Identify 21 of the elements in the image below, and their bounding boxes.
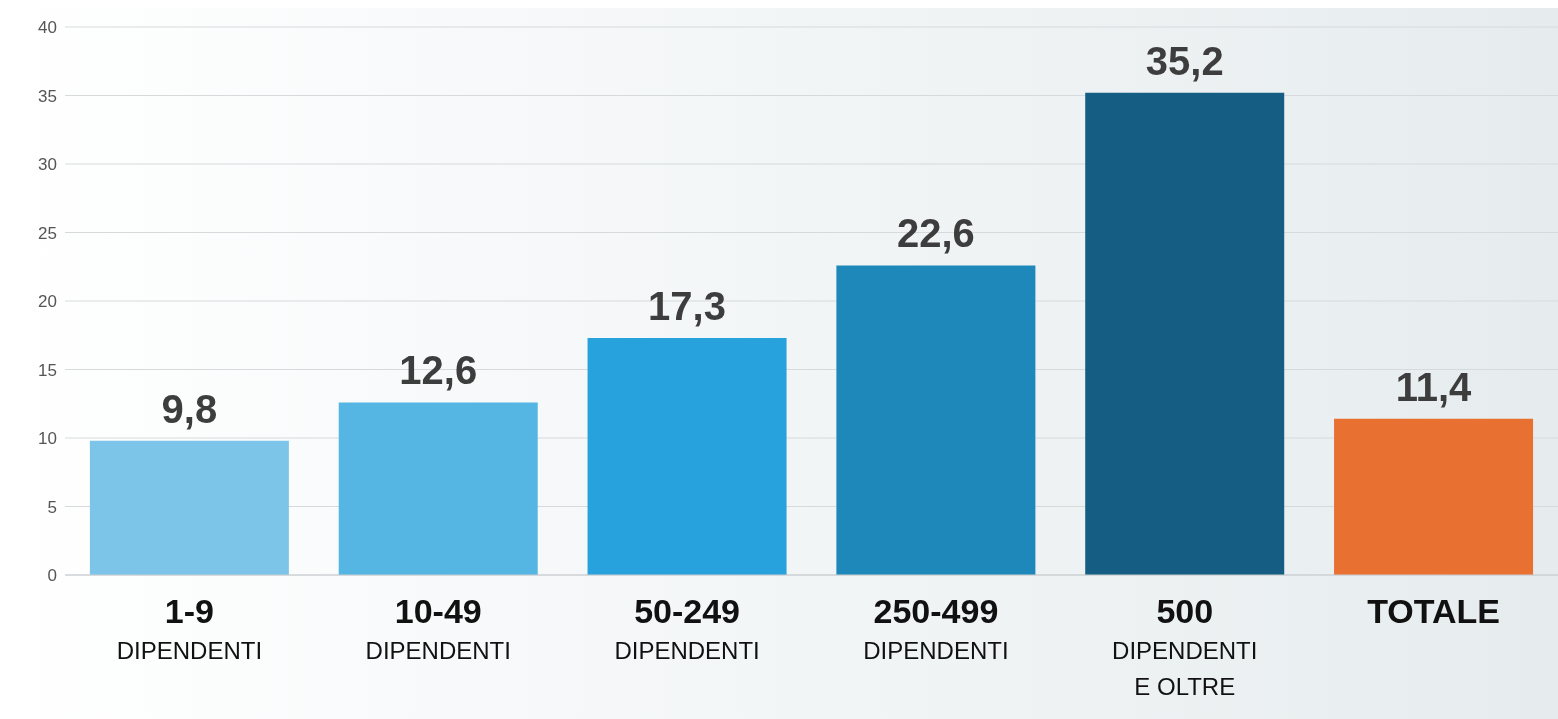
y-tick-label: 5 xyxy=(47,497,57,517)
data-label: 11,4 xyxy=(1395,364,1473,409)
x-tick-label: 10-49 DIPENDENTI xyxy=(365,592,511,664)
y-tick-label: 0 xyxy=(47,566,57,586)
x-tick-label: 250-499 DIPENDENTI xyxy=(863,592,1009,664)
data-label: 12,6 xyxy=(399,348,478,393)
data-label: 9,8 xyxy=(161,386,218,431)
y-tick-label: 15 xyxy=(38,360,57,380)
data-label: 35,2 xyxy=(1145,38,1224,83)
y-tick-label: 30 xyxy=(38,155,57,175)
y-tick-label: 20 xyxy=(38,292,57,312)
y-tick-label: 10 xyxy=(38,429,57,449)
data-label: 22,6 xyxy=(896,211,975,256)
x-tick-label: 500 DIPENDENTI E OLTRE xyxy=(1112,592,1258,700)
x-tick-label: TOTALE xyxy=(1367,592,1501,630)
y-tick-label: 40 xyxy=(38,18,57,38)
y-tick-label: 35 xyxy=(38,86,57,106)
x-tick-label: 1-9 DIPENDENTI xyxy=(116,592,263,664)
y-tick-label: 25 xyxy=(38,223,57,243)
x-tick-label: 50-249 DIPENDENTI xyxy=(614,592,760,664)
data-label: 17,3 xyxy=(648,283,726,328)
